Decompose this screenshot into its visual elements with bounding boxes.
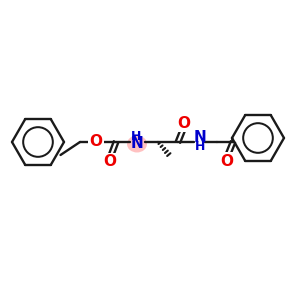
Text: O: O [178, 116, 190, 130]
Ellipse shape [127, 136, 147, 152]
Text: O: O [103, 154, 116, 169]
Text: H: H [195, 140, 205, 154]
Text: O: O [220, 154, 233, 169]
Text: N: N [194, 130, 206, 146]
Text: O: O [89, 134, 103, 149]
Text: H: H [131, 130, 141, 143]
Text: N: N [130, 136, 143, 152]
